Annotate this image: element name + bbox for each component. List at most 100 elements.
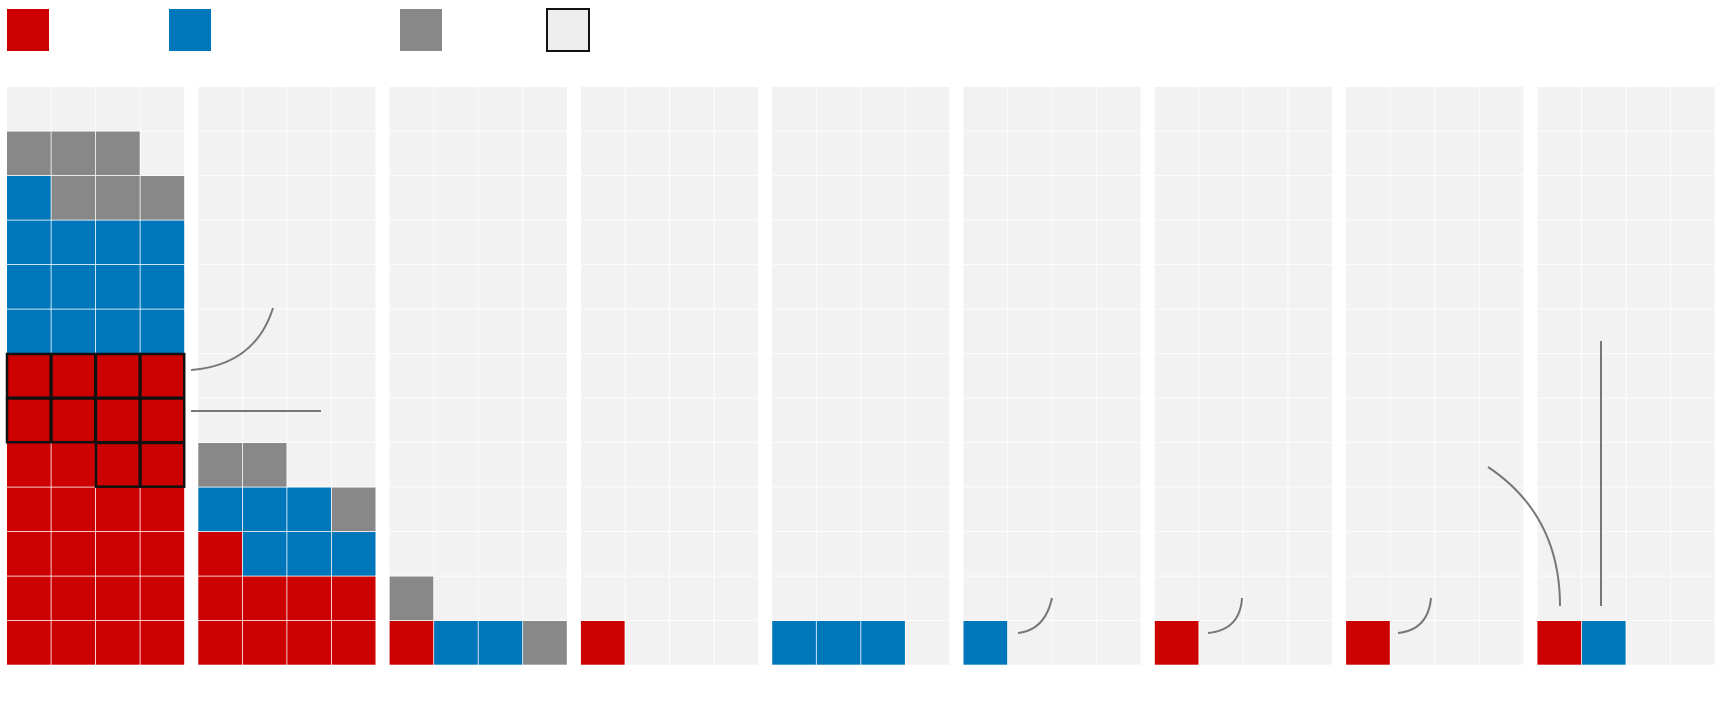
waffle-cell-empty xyxy=(1626,131,1671,176)
waffle-cell-empty xyxy=(963,265,1008,309)
waffle-cell-empty xyxy=(905,220,950,265)
waffle-cell-empty xyxy=(1097,309,1141,354)
waffle-cell-empty xyxy=(625,87,670,131)
waffle-cell-empty xyxy=(816,309,861,354)
waffle-cell-empty xyxy=(1199,220,1243,265)
waffle-cell-empty xyxy=(1008,487,1052,532)
waffle-cell-empty xyxy=(714,487,759,532)
waffle-cell-empty xyxy=(1199,398,1243,443)
waffle-cell-empty xyxy=(389,220,434,265)
waffle-cell-empty xyxy=(1346,176,1390,220)
waffle-cell-red xyxy=(7,487,51,532)
waffle-cell-gray xyxy=(7,131,51,176)
waffle-cell-empty xyxy=(1537,220,1582,265)
waffle-cell-empty xyxy=(1243,265,1288,309)
waffle-cell-empty xyxy=(580,87,625,131)
waffle-cell-empty xyxy=(1243,87,1288,131)
waffle-cell-empty xyxy=(816,265,861,309)
waffle-cell-blue xyxy=(331,532,376,576)
waffle-cell-empty xyxy=(1479,621,1524,665)
waffle-cell-empty xyxy=(242,87,287,131)
waffle-cell-empty xyxy=(772,176,816,220)
waffle-cell-blue xyxy=(287,532,331,576)
waffle-cell-empty xyxy=(198,398,242,443)
waffle-cell-empty xyxy=(816,354,861,398)
waffle-cell-empty xyxy=(714,220,759,265)
waffle-cell-empty xyxy=(1154,443,1199,487)
waffle-cell-red xyxy=(51,621,96,665)
waffle-cell-gray xyxy=(140,176,185,220)
waffle-cell-empty xyxy=(580,487,625,532)
waffle-cell-empty xyxy=(625,576,670,621)
waffle-cell-empty xyxy=(434,354,478,398)
waffle-cell-empty xyxy=(963,532,1008,576)
waffle-cell-blue xyxy=(287,487,331,532)
waffle-cell-blue xyxy=(434,621,478,665)
waffle-cell-empty xyxy=(198,309,242,354)
waffle-cell-empty xyxy=(1008,265,1052,309)
waffle-cell-empty xyxy=(1581,532,1626,576)
waffle-cell-empty xyxy=(1435,176,1479,220)
waffle-cell-empty xyxy=(434,309,478,354)
waffle-cell-empty xyxy=(580,309,625,354)
waffle-cell-empty xyxy=(1052,87,1097,131)
waffle-cell-red xyxy=(96,443,140,487)
waffle-cell-empty xyxy=(140,87,185,131)
waffle-cell-empty xyxy=(1390,265,1435,309)
waffle-cell-empty xyxy=(198,131,242,176)
waffle-cell-empty xyxy=(389,487,434,532)
waffle-cell-red xyxy=(242,576,287,621)
waffle-cell-empty xyxy=(1390,309,1435,354)
waffle-cell-empty xyxy=(1537,265,1582,309)
waffle-cell-empty xyxy=(625,265,670,309)
waffle-cell-empty xyxy=(242,354,287,398)
waffle-cell-empty xyxy=(1243,176,1288,220)
waffle-cell-blue xyxy=(140,220,185,265)
waffle-cell-empty xyxy=(1288,621,1332,665)
waffle-cell-red xyxy=(198,621,242,665)
annotation-leader xyxy=(1487,466,1561,607)
waffle-cell-empty xyxy=(1537,398,1582,443)
waffle-cell-empty xyxy=(1052,576,1097,621)
waffle-cell-empty xyxy=(242,398,287,443)
waffle-cell-empty xyxy=(963,443,1008,487)
waffle-cell-empty xyxy=(1346,487,1390,532)
waffle-cell-empty xyxy=(772,354,816,398)
waffle-group-5 xyxy=(772,87,950,665)
waffle-cell-empty xyxy=(331,398,376,443)
waffle-cell-empty xyxy=(772,576,816,621)
waffle-cell-empty xyxy=(1390,354,1435,398)
waffle-cell-empty xyxy=(714,309,759,354)
waffle-cell-empty xyxy=(1390,532,1435,576)
waffle-cell-empty xyxy=(389,532,434,576)
waffle-cell-empty xyxy=(523,131,567,176)
waffle-cell-empty xyxy=(1346,87,1390,131)
waffle-cell-red xyxy=(331,576,376,621)
waffle-cell-red xyxy=(1537,621,1582,665)
waffle-cell-empty xyxy=(1626,87,1671,131)
waffle-cell-empty xyxy=(523,87,567,131)
waffle-cell-gray xyxy=(389,576,434,621)
waffle-cell-empty xyxy=(861,220,905,265)
waffle-cell-empty xyxy=(772,398,816,443)
waffle-cell-empty xyxy=(905,443,950,487)
waffle-cell-empty xyxy=(1479,532,1524,576)
waffle-cell-empty xyxy=(1346,532,1390,576)
waffle-cell-empty xyxy=(478,532,523,576)
waffle-cell-empty xyxy=(1052,443,1097,487)
waffle-cell-empty xyxy=(389,443,434,487)
waffle-cell-empty xyxy=(1243,443,1288,487)
waffle-cell-empty xyxy=(1288,487,1332,532)
waffle-cell-red xyxy=(1154,621,1199,665)
waffle-cell-empty xyxy=(1288,131,1332,176)
waffle-cell-red xyxy=(198,576,242,621)
waffle-cell-empty xyxy=(669,576,714,621)
waffle-cell-gray xyxy=(96,176,140,220)
waffle-cell-empty xyxy=(1390,621,1435,665)
waffle-cell-empty xyxy=(1479,487,1524,532)
waffle-cell-empty xyxy=(625,354,670,398)
waffle-cell-empty xyxy=(861,576,905,621)
waffle-cell-empty xyxy=(1346,131,1390,176)
waffle-cell-empty xyxy=(669,354,714,398)
waffle-cell-empty xyxy=(1435,265,1479,309)
